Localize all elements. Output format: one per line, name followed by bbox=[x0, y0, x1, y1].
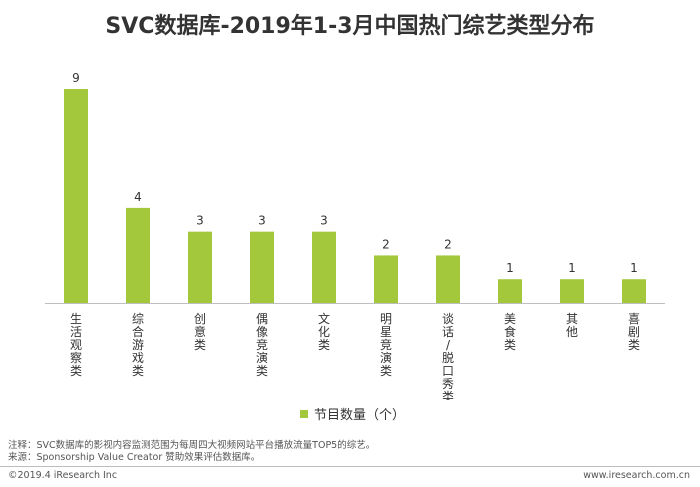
data-label-7: 1 bbox=[506, 261, 514, 275]
data-label-2: 3 bbox=[196, 214, 204, 228]
data-label-3: 3 bbox=[258, 214, 266, 228]
bar-7 bbox=[498, 279, 522, 303]
bar-8 bbox=[560, 279, 584, 303]
category-label-4: 文化类 bbox=[318, 311, 330, 352]
bar-5 bbox=[374, 255, 398, 303]
copyright: ©2019.4 iResearch Inc bbox=[8, 470, 118, 481]
legend-label: 节目数量（个） bbox=[314, 408, 406, 423]
bar-2 bbox=[188, 231, 212, 303]
category-label-7: 美食类 bbox=[504, 312, 516, 352]
category-label-2: 创意类 bbox=[194, 312, 206, 352]
bar-1 bbox=[126, 207, 150, 303]
bar-4 bbox=[312, 231, 336, 303]
data-label-6: 2 bbox=[444, 237, 452, 251]
category-label-8: 其他 bbox=[566, 312, 578, 339]
chart-title: SVC数据库-2019年1-3月中国热门综艺类型分布 bbox=[105, 14, 595, 39]
source-line: 来源：Sponsorship Value Creator 赞助效果评估数据库。 bbox=[8, 452, 261, 463]
data-label-4: 3 bbox=[320, 214, 328, 228]
bar-3 bbox=[250, 231, 274, 303]
data-label-9: 1 bbox=[630, 261, 638, 275]
category-label-3: 偶像竞演类 bbox=[256, 312, 268, 378]
bar-9 bbox=[622, 279, 646, 303]
category-label-5: 明星竞演类 bbox=[380, 312, 392, 378]
legend-swatch bbox=[300, 409, 308, 418]
category-label-9: 喜剧类 bbox=[628, 312, 640, 352]
note-line: 注释：SVC数据库的影视内容监测范围为每周四大视频网站平台播放流量TOP5的综艺… bbox=[8, 440, 376, 451]
category-label-6: 谈话/脱口秀类 bbox=[442, 312, 454, 400]
legend: 节目数量（个） bbox=[300, 404, 405, 423]
category-label-0: 生活观察类 bbox=[70, 312, 82, 378]
category-label-1: 综合游戏类 bbox=[132, 312, 144, 378]
data-label-8: 1 bbox=[568, 261, 576, 275]
website: www.iresearch.com.cn bbox=[583, 470, 690, 481]
bar-0 bbox=[64, 89, 88, 303]
bar-6 bbox=[436, 255, 460, 303]
data-label-5: 2 bbox=[382, 237, 390, 251]
footer-divider bbox=[0, 466, 700, 467]
bar-chart: 9 生活观察类 4 综合游戏类 3 创意类 3 偶像竞演类 3 文化类 2 明星竞演类 2 谈话/脱口秀类… bbox=[45, 71, 665, 400]
notes: 注释：SVC数据库的影视内容监测范围为每周四大视频网站平台播放流量TOP5的综艺… bbox=[8, 440, 375, 464]
data-label-0: 9 bbox=[72, 71, 80, 85]
data-label-1: 4 bbox=[134, 190, 142, 204]
